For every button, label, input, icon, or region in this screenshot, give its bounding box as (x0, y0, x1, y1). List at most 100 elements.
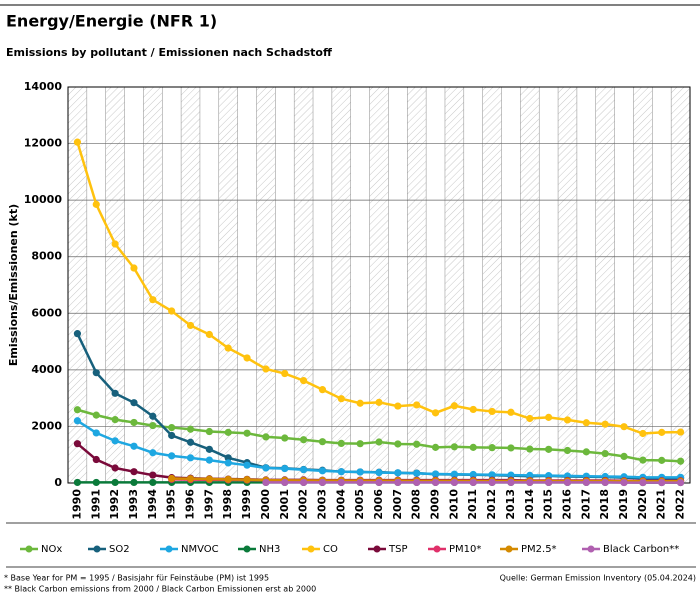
data-point (205, 330, 213, 339)
plot-column (539, 87, 559, 483)
plot-column (614, 87, 634, 483)
data-point (205, 427, 213, 436)
legend-label: TSP (388, 544, 408, 555)
x-tick-label: 2006 (372, 489, 385, 520)
data-point (620, 452, 628, 461)
data-point (450, 470, 458, 478)
data-point (243, 429, 251, 437)
data-point (262, 365, 270, 373)
data-point (431, 478, 440, 487)
data-point (507, 408, 515, 416)
plot-column (331, 87, 351, 483)
data-point (488, 407, 496, 416)
data-point (205, 456, 213, 464)
data-point (639, 456, 647, 464)
data-point (262, 464, 270, 472)
y-tick-label: 0 (54, 476, 62, 489)
data-point (73, 417, 82, 425)
plot-column (633, 87, 653, 483)
data-point (356, 478, 364, 487)
data-point (186, 438, 195, 446)
data-point (130, 418, 138, 427)
data-point (450, 443, 458, 451)
data-point (281, 478, 289, 487)
data-point (186, 475, 195, 483)
legend-marker (165, 545, 173, 553)
x-tick-label: 2002 (297, 489, 310, 520)
data-point (676, 457, 685, 465)
data-point (281, 369, 289, 378)
data-point (73, 406, 82, 414)
plot-column (482, 87, 502, 483)
y-tick-label: 8000 (31, 250, 62, 263)
data-point (300, 478, 308, 487)
data-point (149, 449, 157, 457)
data-point (300, 377, 308, 385)
x-tick-label: 2010 (447, 489, 460, 520)
data-point (73, 138, 82, 146)
data-point (620, 478, 628, 487)
legend-label: Black Carbon** (603, 544, 679, 555)
plot-column (426, 87, 445, 483)
data-point (563, 446, 572, 455)
legend-label: NOx (41, 544, 62, 555)
x-tick-label: 2017 (579, 489, 592, 520)
plot-column (237, 87, 257, 483)
data-point (130, 442, 138, 450)
legend-label: PM2.5* (521, 544, 557, 555)
data-point (469, 443, 477, 451)
data-point (582, 448, 590, 456)
plot-column (652, 87, 672, 483)
legend-label: NMVOC (181, 544, 219, 555)
data-point (186, 425, 195, 433)
plot-column (520, 87, 540, 483)
x-tick-label: 2009 (429, 489, 442, 520)
data-point (337, 439, 345, 447)
plot-column (313, 87, 332, 483)
data-point (563, 416, 572, 424)
plot-column (558, 87, 577, 483)
data-point (601, 420, 609, 428)
data-point (563, 478, 572, 487)
data-point (149, 296, 157, 304)
legend-marker (93, 545, 101, 553)
data-point (186, 454, 195, 462)
data-point (413, 478, 421, 487)
data-point (526, 471, 534, 479)
data-point (243, 354, 251, 362)
data-point (526, 478, 534, 487)
data-point (149, 412, 157, 420)
legend-marker (243, 545, 251, 553)
data-point (375, 478, 383, 487)
data-point (507, 444, 515, 452)
data-point (168, 431, 176, 440)
data-point (676, 478, 685, 487)
x-tick-label: 2014 (523, 489, 536, 520)
data-point (262, 478, 270, 487)
data-point (582, 478, 590, 487)
y-axis-label: Emissions/Emissionen (kt) (7, 204, 20, 366)
data-point (413, 401, 421, 409)
data-point (413, 440, 421, 448)
y-tick-label: 10000 (24, 193, 63, 206)
plot-column (68, 87, 87, 483)
data-point (526, 445, 534, 453)
data-point (394, 402, 402, 410)
plot-column (124, 87, 144, 483)
data-point (111, 437, 119, 445)
x-tick-label: 2012 (485, 489, 498, 520)
data-point (224, 454, 232, 462)
data-point (488, 471, 496, 479)
x-tick-label: 1990 (70, 489, 83, 520)
data-point (318, 438, 327, 446)
data-point (676, 428, 685, 436)
data-point (658, 478, 666, 487)
plot-column (369, 87, 389, 483)
data-point (545, 445, 553, 453)
legend-marker (25, 545, 33, 553)
data-point (111, 416, 119, 424)
data-point (375, 468, 383, 477)
data-point (507, 471, 515, 479)
data-point (431, 470, 440, 478)
